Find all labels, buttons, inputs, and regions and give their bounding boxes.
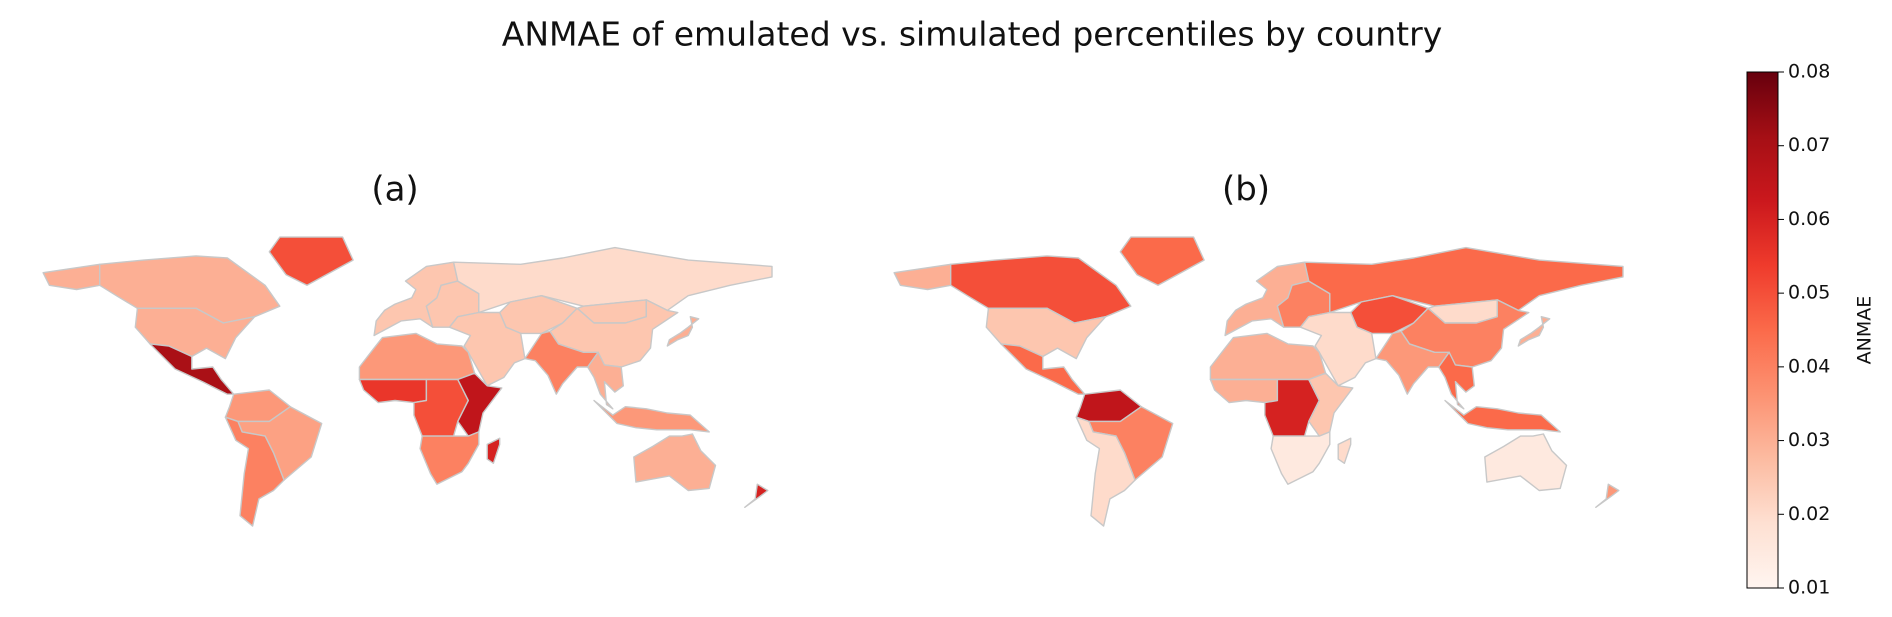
colorbar [1746, 71, 1779, 589]
colorbar-tick-label: 0.05 [1788, 282, 1830, 304]
map-panel [42, 236, 773, 527]
country-region [134, 307, 256, 360]
panel-title: (a) [371, 170, 418, 210]
colorbar-tick-label: 0.01 [1788, 577, 1830, 599]
colorbar-tick-label: 0.02 [1788, 503, 1830, 525]
country-region [1209, 332, 1327, 381]
country-region [587, 351, 624, 410]
colorbar-label: ANMAE [1854, 296, 1876, 365]
colorbar-tick-label: 0.08 [1788, 61, 1830, 83]
country-region [1484, 433, 1568, 492]
country-region [358, 332, 476, 381]
country-region [1337, 437, 1352, 464]
country-region [419, 431, 480, 485]
country-region [666, 316, 700, 347]
country-region [448, 311, 526, 387]
country-region [224, 416, 285, 527]
panel-title: (b) [1222, 170, 1270, 210]
colorbar-tick-label: 0.07 [1788, 134, 1830, 156]
country-region [1595, 483, 1620, 508]
country-region [1000, 343, 1086, 395]
country-region [1437, 351, 1476, 410]
country-region [149, 343, 235, 395]
country-region [985, 307, 1107, 360]
country-region [486, 437, 501, 464]
country-region [893, 263, 952, 291]
figure-title: ANMAE of emulated vs. simulated percenti… [502, 15, 1442, 54]
country-region [1303, 246, 1624, 314]
country-region [1444, 399, 1561, 433]
colorbar-tick-label: 0.06 [1788, 208, 1830, 230]
colorbar-tick-label: 0.03 [1788, 429, 1830, 451]
country-region [633, 433, 717, 492]
country-region [268, 236, 354, 286]
country-region [1270, 431, 1331, 485]
country-region [744, 483, 769, 508]
country-region [42, 263, 101, 291]
country-region [1299, 311, 1377, 387]
country-region [1308, 372, 1354, 437]
country-region [1075, 416, 1136, 527]
country-region [452, 246, 773, 314]
country-region [457, 372, 503, 437]
country-region [1209, 378, 1279, 404]
country-region [593, 399, 710, 433]
country-region [1119, 236, 1205, 286]
colorbar-tick-label: 0.04 [1788, 355, 1830, 377]
map-panel [893, 236, 1624, 527]
country-region [358, 378, 428, 404]
country-region [1517, 316, 1551, 347]
